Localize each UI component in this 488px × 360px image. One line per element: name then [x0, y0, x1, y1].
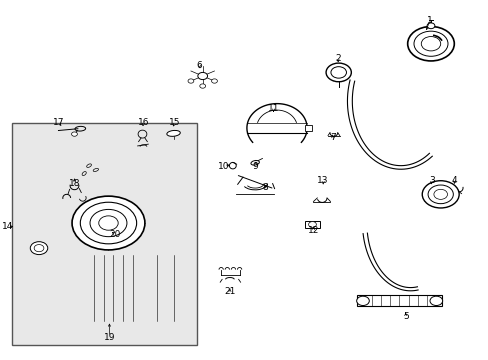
Text: 21: 21	[224, 287, 235, 296]
Text: 4: 4	[450, 176, 456, 185]
Circle shape	[71, 132, 77, 136]
Text: 9: 9	[252, 162, 258, 171]
Text: 20: 20	[109, 230, 121, 239]
Text: 15: 15	[169, 118, 181, 127]
Circle shape	[200, 84, 205, 88]
Circle shape	[187, 79, 193, 83]
Text: 10: 10	[218, 162, 229, 171]
Circle shape	[198, 72, 207, 80]
Bar	[12, 123, 197, 345]
Bar	[304, 125, 312, 131]
Circle shape	[211, 79, 217, 83]
Text: 14: 14	[2, 222, 13, 231]
Circle shape	[325, 63, 350, 82]
Circle shape	[30, 242, 48, 255]
Bar	[356, 296, 441, 306]
Text: 7: 7	[329, 133, 335, 142]
FancyArrowPatch shape	[238, 176, 271, 188]
Text: 5: 5	[402, 312, 408, 321]
Text: 11: 11	[267, 104, 279, 113]
Text: 17: 17	[53, 118, 64, 127]
Circle shape	[429, 296, 442, 306]
Text: 8: 8	[262, 183, 267, 192]
Text: 6: 6	[196, 61, 202, 70]
Circle shape	[407, 27, 453, 61]
Bar	[304, 221, 320, 228]
Text: 16: 16	[138, 118, 149, 127]
Circle shape	[356, 296, 368, 306]
Text: 12: 12	[307, 226, 319, 235]
Text: 2: 2	[334, 54, 340, 63]
Text: 18: 18	[69, 179, 80, 188]
Text: 3: 3	[428, 176, 434, 185]
Circle shape	[72, 196, 144, 250]
Circle shape	[308, 222, 316, 227]
Ellipse shape	[166, 130, 180, 136]
Text: 13: 13	[317, 176, 328, 185]
Circle shape	[426, 23, 434, 29]
Circle shape	[421, 181, 458, 208]
Text: 1: 1	[427, 16, 432, 25]
Text: 19: 19	[103, 333, 115, 342]
